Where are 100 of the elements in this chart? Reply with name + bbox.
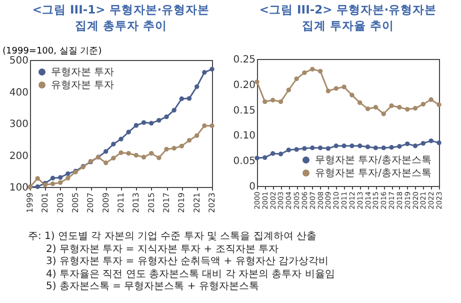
point [420,140,426,146]
point [436,102,442,108]
point [310,146,315,150]
x-tick-label: 2011 [116,192,126,213]
point [365,144,370,150]
point [58,180,63,185]
point [118,150,124,156]
text: 2) 무형자본 투자 = 지식자본 투자 + 조직자본 투자 [45,244,280,256]
point [436,140,442,146]
point [326,88,331,94]
text: 3) 유형자본 투자 = 유형자산 순취득액 + 유형자산 감가상각비 [45,256,330,268]
point [373,104,378,110]
point [66,171,70,176]
point [381,146,386,150]
point [194,133,200,138]
point [318,68,323,74]
x-tick-label: 2005 [71,192,80,213]
y-tick-label: 0.05 [233,156,256,168]
x-tick-label: 1999 [26,192,34,213]
point [35,184,40,190]
point [254,80,260,84]
point [156,155,162,160]
point [428,97,434,102]
x-tick-label: 2009 [101,192,110,213]
x-tick-label: 2017 [162,192,171,213]
point [210,66,214,72]
point [389,145,394,150]
x-tick-label: 2013 [132,192,141,213]
point [141,154,146,160]
point [334,144,338,148]
point [326,146,331,151]
legend-label: 유형자본 투자 [51,80,114,91]
point [262,99,268,104]
point [373,146,378,150]
point [134,123,139,128]
x-tick-label: 2003 [56,192,65,213]
y-tick-label: 500 [9,56,28,66]
y-tick-label: 100 [9,182,28,194]
point [412,106,418,111]
point [179,144,184,148]
point [405,141,410,146]
x-tick-label: 2015 [146,192,156,213]
point [397,144,402,149]
point [58,175,63,180]
x-tick-label: 2001 [40,192,50,213]
point [210,123,214,128]
point [254,156,260,160]
point [126,151,131,156]
point [66,176,70,180]
y-tick-label: 400 [9,87,28,98]
point [365,106,370,112]
point [420,102,426,107]
x-tick-label: 2019 [177,192,186,213]
point [270,151,276,156]
point [111,156,116,160]
point [126,130,131,134]
point [50,176,56,180]
y-tick-label: 300 [9,119,28,130]
point [172,146,176,151]
point [278,152,284,156]
point [148,151,154,156]
point [412,144,418,148]
point [302,146,307,151]
text: 4) 투자율은 직전 연도 총자본스톡 대비 각 자본의 총투자 비율임 [45,268,336,281]
point [156,118,162,123]
point [294,147,299,152]
point [164,114,169,120]
text: 5) 총자본스톡 = 무형자본스톡 + 유형자본스톡 [45,281,260,294]
y-tick-label: 0 [249,182,256,192]
point [428,138,434,144]
y-tick-label: 200 [9,150,28,162]
point [262,155,268,160]
legend-label: 무형자본 투자 [51,67,114,78]
point [179,96,184,102]
point [134,152,139,158]
point [50,181,56,186]
point [342,144,346,148]
point [111,142,116,146]
y-axis-title: (1999=100, 실질 기준) [2,46,102,56]
point [350,92,354,98]
y-tick-label: 0.25 [233,54,256,66]
point [164,146,169,152]
point [172,108,176,113]
point [202,123,207,128]
point [397,104,402,110]
point [302,70,307,76]
point [389,103,394,108]
point [186,138,192,143]
point [194,84,200,90]
point [405,106,410,112]
point [342,84,346,90]
point [294,76,299,82]
point [202,70,207,75]
point [270,98,276,102]
point [286,148,291,152]
point [35,176,40,181]
chart-title: <그림 III-1> 무형자본·유형자본 집계 총투자 추이 [32,2,210,32]
y-tick-label: 0.15 [233,105,256,116]
point [318,146,323,150]
text: 주: 1) 연도별 각 자본의 기업 수준 투자 및 스톡을 집계하여 산출 [28,231,318,244]
